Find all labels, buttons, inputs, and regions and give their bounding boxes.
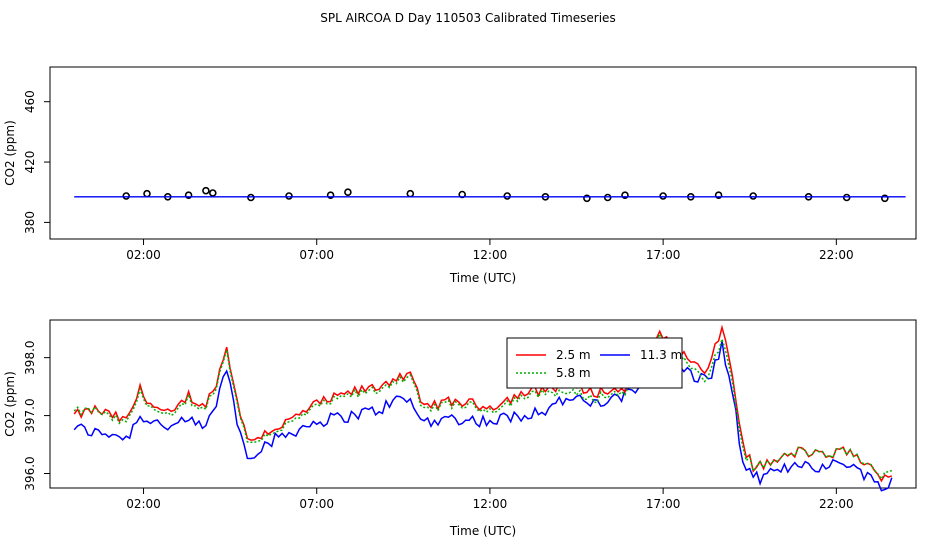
upper-point	[503, 192, 512, 200]
upper-point	[209, 189, 217, 197]
upper-point	[714, 191, 723, 199]
upper-point	[842, 193, 851, 202]
upper-point	[143, 189, 151, 198]
upper-point	[184, 191, 193, 199]
lower-series-11-3m	[73, 340, 893, 492]
upper-point	[458, 190, 467, 199]
upper-x-label: Time (UTC)	[449, 271, 516, 285]
lower-y-tick-label: 398.0	[23, 340, 37, 374]
upper-point	[247, 193, 255, 202]
upper-x-tick-label: 17:00	[646, 248, 681, 262]
upper-point	[603, 193, 612, 202]
upper-point	[749, 192, 758, 200]
upper-point	[583, 194, 591, 203]
lower-x-tick-label: 02:00	[126, 497, 161, 511]
upper-panel: 02:00 07:00 12:00 17:00 22:00 380 420 460 Time …	[3, 66, 917, 285]
upper-x-tick-label: 07:00	[299, 248, 334, 262]
upper-x-tick-label: 02:00	[126, 248, 161, 262]
legend-label-11-3m: 11.3 m	[640, 348, 682, 362]
upper-x-tick-label: 22:00	[819, 248, 854, 262]
upper-point	[621, 191, 629, 199]
lower-series-5-8m	[73, 332, 893, 481]
upper-point	[202, 186, 210, 195]
lower-x-label: Time (UTC)	[449, 524, 516, 538]
lower-y-tick-label: 397.0	[23, 398, 37, 432]
upper-axes: 02:00 07:00 12:00 17:00 22:00 380 420 460	[23, 90, 854, 262]
upper-point	[880, 194, 889, 203]
upper-y-label: CO2 (ppm)	[3, 120, 17, 186]
lower-axes: 02:00 07:00 12:00 17:00 22:00 396.0 397.0 398.0	[23, 340, 854, 511]
legend-box	[506, 337, 683, 389]
upper-point	[659, 192, 667, 200]
legend-label-5-8m: 5.8 m	[556, 366, 591, 380]
lower-series-2-5m	[73, 324, 893, 483]
legend-label-2-5m: 2.5 m	[556, 348, 591, 362]
upper-y-tick-label: 460	[23, 90, 37, 113]
upper-x-tick-label: 12:00	[473, 248, 508, 262]
upper-point	[406, 189, 415, 198]
lower-x-tick-label: 12:00	[473, 497, 508, 511]
upper-y-tick-label: 420	[23, 151, 37, 174]
upper-y-tick-label: 380	[23, 211, 37, 234]
upper-plot-frame	[49, 66, 917, 240]
legend: 2.5 m 5.8 m 11.3 m	[506, 337, 683, 389]
lower-panel: 02:00 07:00 12:00 17:00 22:00 396.0 397.0 398.0…	[3, 319, 917, 538]
lower-y-label: CO2 (ppm)	[3, 371, 17, 437]
lower-lines	[73, 324, 893, 492]
upper-point	[285, 192, 293, 200]
lower-x-tick-label: 07:00	[299, 497, 334, 511]
lower-plot-frame	[49, 319, 917, 489]
upper-points	[122, 186, 889, 203]
lower-x-tick-label: 17:00	[646, 497, 681, 511]
chart-title: SPL AIRCOA D Day 110503 Calibrated Times…	[320, 11, 615, 25]
lower-x-tick-label: 22:00	[819, 497, 854, 511]
lower-y-tick-label: 396.0	[23, 456, 37, 490]
upper-point	[344, 188, 352, 196]
upper-point	[326, 191, 335, 199]
upper-point	[122, 192, 130, 200]
